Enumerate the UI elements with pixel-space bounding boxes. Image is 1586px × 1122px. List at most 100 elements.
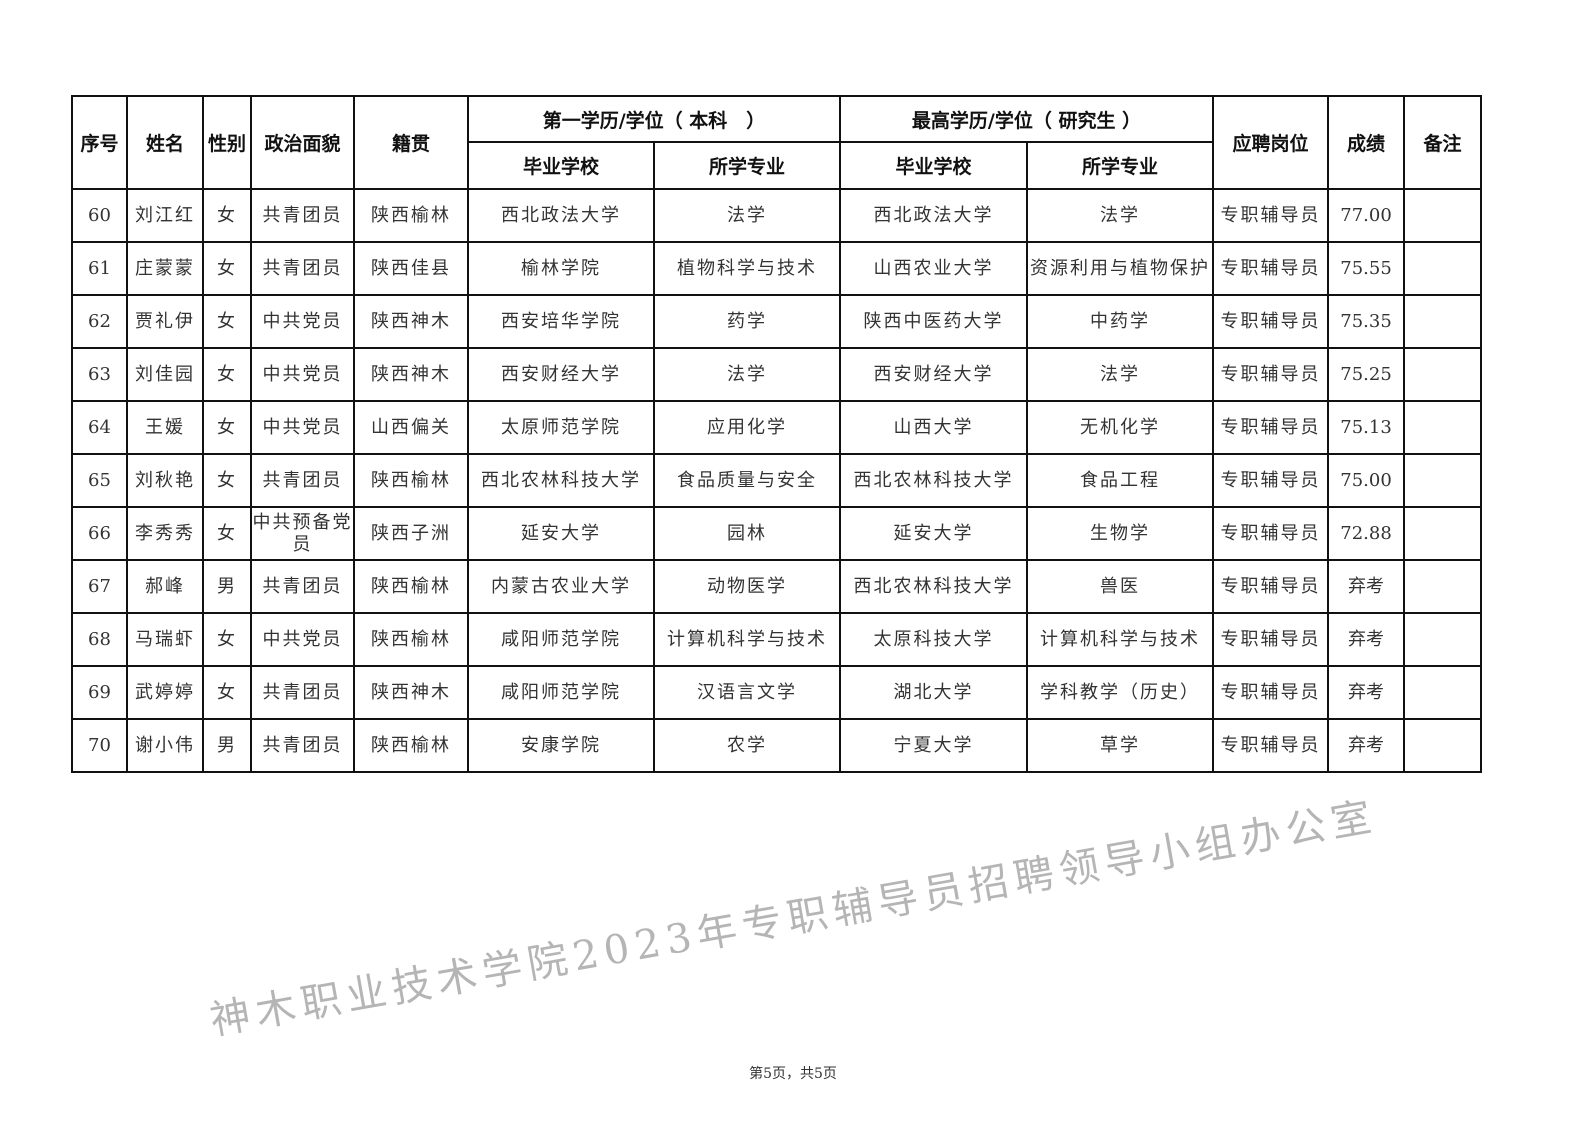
cell-remark — [1403, 347, 1483, 402]
cell-major1: 药学 — [653, 294, 841, 349]
cell-politics: 中共预备党员 — [250, 506, 355, 561]
cell-gender: 女 — [202, 612, 252, 667]
header-score: 成绩 — [1327, 95, 1406, 190]
cell-seq: 60 — [71, 188, 128, 243]
cell-origin: 山西偏关 — [353, 400, 469, 455]
cell-name: 谢小伟 — [126, 718, 204, 773]
table-row: 60 刘江红女共青团员 陕西榆林 西北政法大学 法学 西北政法大学 法学 专职辅导员 77.00 — [71, 188, 1483, 243]
cell-politics: 共青团员 — [250, 188, 355, 243]
header-major-highest: 所学专业 — [1025, 141, 1215, 190]
table-row: 69 武婷婷女共青团员 陕西神木 咸阳师范学院 汉语言文学 湖北大学 学科教学（历史） 专职辅… — [71, 665, 1483, 720]
cell-politics: 共青团员 — [250, 665, 355, 720]
cell-remark — [1403, 612, 1483, 667]
cell-origin: 陕西榆林 — [353, 559, 469, 614]
cell-gender: 女 — [202, 400, 252, 455]
cell-seq: 67 — [71, 559, 128, 614]
cell-school2: 太原科技大学 — [839, 612, 1028, 667]
cell-gender: 男 — [202, 718, 252, 773]
cell-school2: 西北农林科技大学 — [839, 559, 1028, 614]
cell-school2: 宁夏大学 — [839, 718, 1028, 773]
cell-score: 75.35 — [1327, 294, 1406, 349]
cell-remark — [1403, 453, 1483, 508]
cell-politics: 共青团员 — [250, 241, 355, 296]
cell-gender: 女 — [202, 188, 252, 243]
cell-score: 75.25 — [1327, 347, 1406, 402]
header-position: 应聘岗位 — [1212, 95, 1330, 190]
table-row: 64 王媛女中共党员 山西偏关 太原师范学院 应用化学 山西大学 无机化学 专职辅导员 75.1… — [71, 400, 1483, 455]
cell-seq: 66 — [71, 506, 128, 561]
cell-gender: 女 — [202, 506, 252, 561]
cell-seq: 65 — [71, 453, 128, 508]
cell-school1: 西安培华学院 — [467, 294, 655, 349]
cell-seq: 68 — [71, 612, 128, 667]
header-politics: 政治面貌 — [250, 95, 355, 190]
table-row: 67 郝峰男共青团员 陕西榆林 内蒙古农业大学 动物医学 西北农林科技大学 兽医 专职辅导员弃… — [71, 559, 1483, 614]
cell-gender: 女 — [202, 241, 252, 296]
cell-name: 马瑞虾 — [126, 612, 204, 667]
cell-position: 专职辅导员 — [1212, 188, 1330, 243]
cell-major1: 动物医学 — [653, 559, 841, 614]
cell-major2: 生物学 — [1025, 506, 1215, 561]
cell-school1: 西安财经大学 — [467, 347, 655, 402]
header-major-first: 所学专业 — [653, 141, 841, 190]
cell-origin: 陕西榆林 — [353, 453, 469, 508]
cell-school1: 内蒙古农业大学 — [467, 559, 655, 614]
cell-score: 75.55 — [1327, 241, 1406, 296]
cell-major1: 应用化学 — [653, 400, 841, 455]
cell-major1: 植物科学与技术 — [653, 241, 841, 296]
cell-major2: 食品工程 — [1025, 453, 1215, 508]
cell-school2: 山西农业大学 — [839, 241, 1028, 296]
cell-major1: 法学 — [653, 347, 841, 402]
cell-origin: 陕西神木 — [353, 665, 469, 720]
cell-score: 弃考 — [1327, 559, 1406, 614]
cell-school2: 陕西中医药大学 — [839, 294, 1028, 349]
cell-major1: 农学 — [653, 718, 841, 773]
header-highest-degree: 最高学历/学位（ 研究生 ） — [838, 95, 1215, 143]
cell-major1: 计算机科学与技术 — [653, 612, 841, 667]
cell-score: 弃考 — [1327, 718, 1406, 773]
header-school-highest: 毕业学校 — [839, 141, 1028, 190]
cell-politics: 共青团员 — [250, 453, 355, 508]
cell-remark — [1403, 400, 1483, 455]
cell-name: 刘江红 — [126, 188, 204, 243]
cell-score: 75.00 — [1327, 453, 1406, 508]
cell-major1: 园林 — [653, 506, 841, 561]
cell-position: 专职辅导员 — [1212, 241, 1330, 296]
cell-school1: 安康学院 — [467, 718, 655, 773]
cell-school2: 延安大学 — [839, 506, 1028, 561]
header-first-degree: 第一学历/学位（ 本科 ） — [467, 95, 841, 143]
cell-name: 刘佳园 — [126, 347, 204, 402]
cell-major2: 学科教学（历史） — [1025, 665, 1215, 720]
header-gender: 性别 — [202, 95, 252, 190]
cell-seq: 69 — [71, 665, 128, 720]
cell-remark — [1403, 718, 1483, 773]
cell-origin: 陕西榆林 — [353, 718, 469, 773]
cell-school2: 西北政法大学 — [839, 188, 1028, 243]
cell-name: 王媛 — [126, 400, 204, 455]
cell-school1: 延安大学 — [467, 506, 655, 561]
cell-name: 李秀秀 — [126, 506, 204, 561]
cell-gender: 女 — [202, 453, 252, 508]
cell-remark — [1403, 559, 1483, 614]
cell-school1: 西北政法大学 — [467, 188, 655, 243]
cell-politics: 中共党员 — [250, 612, 355, 667]
cell-remark — [1403, 294, 1483, 349]
cell-gender: 女 — [202, 294, 252, 349]
cell-seq: 63 — [71, 347, 128, 402]
cell-origin: 陕西榆林 — [353, 612, 469, 667]
cell-politics: 共青团员 — [250, 718, 355, 773]
cell-school1: 榆林学院 — [467, 241, 655, 296]
cell-name: 庄蒙蒙 — [126, 241, 204, 296]
table-row: 62 贾礼伊女中共党员 陕西神木 西安培华学院 药学 陕西中医药大学 中药学 专职辅导员 75.… — [71, 294, 1483, 349]
cell-score: 77.00 — [1327, 188, 1406, 243]
table-row: 63 刘佳园女中共党员 陕西神木 西安财经大学 法学 西安财经大学 法学 专职辅导员 75.25 — [71, 347, 1483, 402]
cell-position: 专职辅导员 — [1212, 665, 1330, 720]
cell-school2: 西安财经大学 — [839, 347, 1028, 402]
cell-name: 刘秋艳 — [126, 453, 204, 508]
cell-politics: 中共党员 — [250, 400, 355, 455]
cell-origin: 陕西佳县 — [353, 241, 469, 296]
watermark: 神木职业技术学院2023年专职辅导员招聘领导小组办公室 — [206, 793, 1381, 1045]
cell-position: 专职辅导员 — [1212, 506, 1330, 561]
table-body: 60 刘江红女共青团员 陕西榆林 西北政法大学 法学 西北政法大学 法学 专职辅导员 77.00… — [71, 188, 1483, 773]
cell-school2: 湖北大学 — [839, 665, 1028, 720]
